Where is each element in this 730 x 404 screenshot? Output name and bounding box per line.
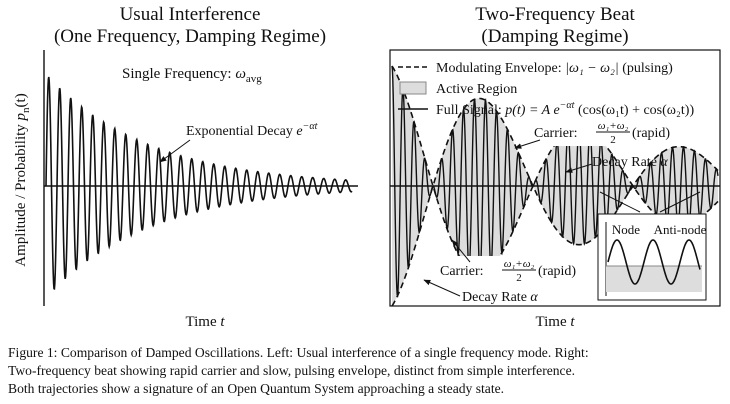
carrier-note: Carrier: ω₁+ω₂ 2 (rapid) [530, 118, 702, 146]
caption: Figure 1: Comparison of Damped Oscillati… [8, 345, 589, 360]
t: (t) [13, 93, 29, 107]
t: (pulsing) [619, 61, 673, 76]
y-label: Amplitude / Probability pn(t) [13, 93, 32, 266]
left-title: Usual Interference [120, 4, 261, 25]
t: Carrier: [534, 126, 578, 141]
t: Time [535, 314, 570, 330]
arrow [159, 139, 191, 163]
legend-entry: Full Signal: p(t) = A e−αt (cos(ω₁t) + c… [436, 100, 694, 118]
t: 2 [610, 134, 616, 146]
t: e [296, 124, 302, 139]
t: t [220, 314, 225, 330]
zoom-line [599, 191, 641, 213]
arrow [451, 239, 471, 263]
t: 2 [516, 272, 522, 284]
t: ω₁+ω₂ [504, 258, 535, 270]
right-subtitle: (Damping Regime) [481, 26, 628, 47]
t: α [530, 290, 538, 305]
t: Carrier: [440, 264, 484, 279]
t: Full Signal: [436, 103, 505, 118]
t: Exponential Decay [186, 124, 296, 139]
t: −αt [560, 100, 575, 111]
t: Modulating Envelope: [436, 61, 565, 76]
t: α [660, 155, 668, 170]
t: avg [246, 73, 262, 85]
caption: Both trajectories show a signature of an… [8, 381, 504, 396]
x-label: Time t [185, 314, 225, 330]
inset-label: Anti-node [654, 222, 707, 237]
t: Decay Rate [462, 290, 530, 305]
t: Single Frequency: [122, 66, 235, 82]
legend-entry: Modulating Envelope: |ω₁ − ω₂| (pulsing) [436, 61, 673, 76]
decay-note: Decay Rate α [592, 155, 668, 170]
inset-label: Node [612, 222, 640, 237]
legend-entry: Active Region [436, 82, 517, 97]
t: ω [235, 66, 246, 82]
t: ω₁+ω₂ [598, 120, 629, 132]
zoom-line [659, 191, 701, 213]
t: (cos(ω₁t) + cos(ω₂t)) [574, 103, 694, 118]
arrow [423, 279, 461, 297]
t: Amplitude / Probability [13, 120, 29, 266]
beat-signal [391, 65, 719, 298]
t: −αt [303, 121, 318, 132]
t: Decay Rate [592, 155, 660, 170]
damped-signal [45, 76, 353, 291]
decay-note: Decay Rate α [462, 290, 538, 305]
right-title: Two-Frequency Beat [475, 4, 635, 25]
left-subtitle: (One Frequency, Damping Regime) [54, 26, 326, 47]
arrow [565, 163, 593, 173]
carrier-note: Carrier: ω₁+ω₂ 2 (rapid) [436, 256, 596, 284]
t: p(t) = A e [504, 103, 559, 118]
t: Time [185, 314, 220, 330]
frequency-note: Single Frequency: ωavg [122, 66, 262, 85]
inset-region [606, 266, 702, 292]
legend-swatch [399, 81, 427, 95]
arrow [514, 139, 541, 149]
t: t [570, 314, 575, 330]
t: n [20, 107, 32, 113]
t: p [13, 112, 29, 121]
x-label: Time t [535, 314, 575, 330]
caption: Two-frequency beat showing rapid carrier… [8, 363, 575, 378]
inset: Node Anti-node [597, 191, 707, 301]
t: |ω₁ − ω₂| [565, 61, 619, 76]
inset-wave [607, 239, 701, 285]
decay-note: Exponential Decay e−αt [186, 121, 318, 139]
t: (rapid) [632, 126, 670, 141]
t: (rapid) [538, 264, 576, 279]
plot-frame [389, 49, 721, 307]
